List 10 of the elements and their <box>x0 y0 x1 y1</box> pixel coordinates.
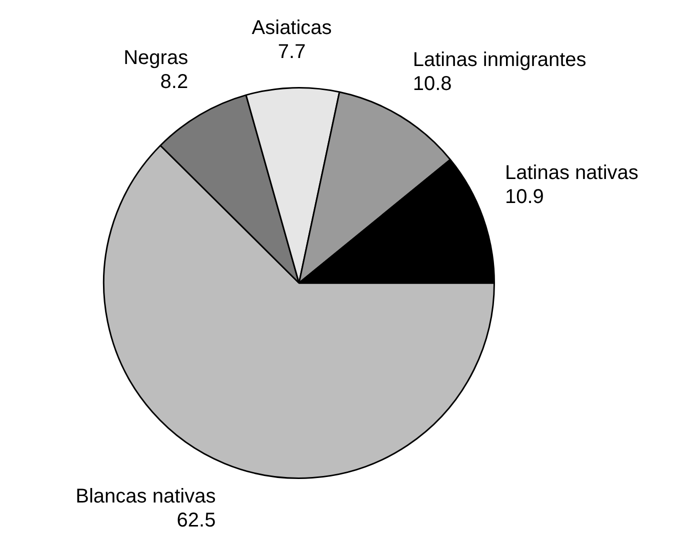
slice-label: Latinas nativas <box>505 162 638 184</box>
data-label: 10.9 <box>505 186 544 208</box>
data-label: 7.7 <box>278 40 306 63</box>
slice-label: Negras <box>124 47 188 70</box>
slice-label: Latinas inmigrantes <box>412 48 586 71</box>
data-label: 62.5 <box>176 510 216 532</box>
data-label: 10.8 <box>412 72 452 95</box>
slice-label: Blancas nativas <box>76 486 216 508</box>
data-label: 8.2 <box>160 71 188 94</box>
slice-label: Asiaticas <box>252 16 332 39</box>
